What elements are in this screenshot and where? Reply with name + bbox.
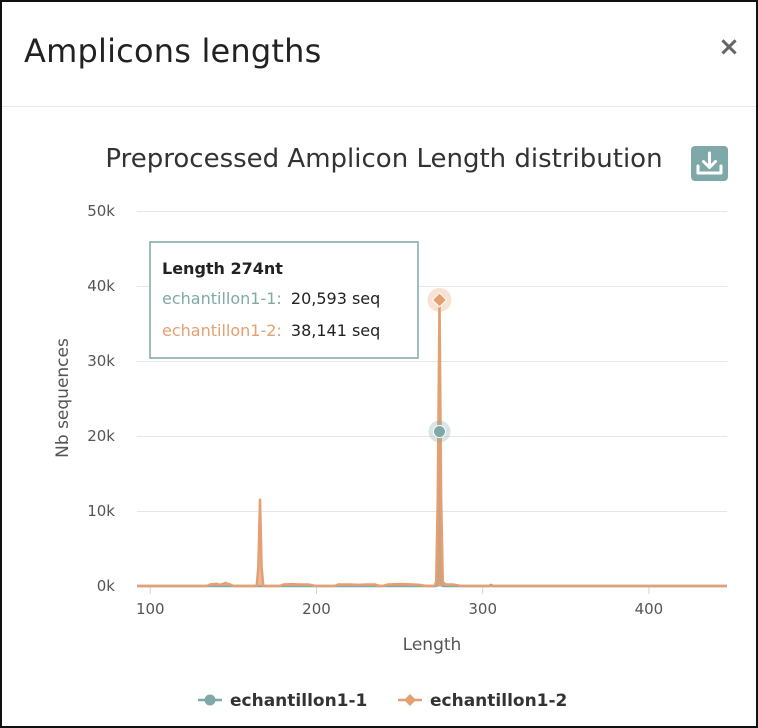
tooltip-title: Length 274nt — [162, 259, 283, 278]
legend-item-echantillon1-1[interactable]: echantillon1-1 — [198, 691, 367, 711]
modal-title: Amplicons lengths — [24, 32, 322, 70]
tooltip: Length 274nt echantillon1-1: 20,593 seq … — [149, 241, 419, 359]
tooltip-row-1-value: 20,593 seq — [291, 289, 380, 308]
legend: echantillon1-1 echantillon1-2 — [198, 691, 567, 711]
y-tick-label: 0k — [97, 577, 116, 595]
chart-title: Preprocessed Amplicon Length distributio… — [105, 144, 662, 174]
modal-header: Amplicons lengths × — [2, 2, 756, 107]
x-axis-title: Length — [403, 635, 462, 655]
y-tick-label: 50k — [87, 202, 115, 220]
tooltip-row-1: echantillon1-1: 20,593 seq — [162, 289, 380, 308]
legend-item-echantillon1-2[interactable]: echantillon1-2 — [398, 691, 567, 711]
legend-label[interactable]: echantillon1-2 — [430, 691, 567, 711]
legend-symbol-marker[interactable] — [204, 694, 216, 706]
tooltip-box — [149, 241, 419, 359]
x-tick-label: 100 — [136, 600, 165, 618]
series-area-echantillon1-1 — [137, 431, 727, 586]
y-tick-labels: 0k 10k 20k 30k 40k 50k — [87, 202, 115, 595]
x-tick-label: 400 — [635, 600, 664, 618]
tooltip-row-2: echantillon1-2: 38,141 seq — [162, 321, 380, 340]
x-tick-label: 200 — [302, 600, 331, 618]
hover-marker-series-1 — [432, 425, 446, 439]
tooltip-row-2-value: 38,141 seq — [291, 321, 380, 340]
y-tick-label: 10k — [87, 502, 115, 520]
y-tick-label: 40k — [87, 277, 115, 295]
legend-label[interactable]: echantillon1-1 — [230, 691, 367, 711]
x-tick-label: 300 — [468, 600, 497, 618]
series-layer — [137, 298, 727, 588]
y-tick-label: 30k — [87, 352, 115, 370]
y-tick-label: 20k — [87, 427, 115, 445]
tooltip-row-1-series: echantillon1-1: — [162, 289, 282, 308]
download-button[interactable] — [691, 146, 728, 181]
legend-symbol-marker[interactable] — [404, 694, 416, 706]
tooltip-row-2-series: echantillon1-2: — [162, 321, 282, 340]
hover-marker-series-2 — [431, 292, 448, 308]
x-tick-labels: 100 200 300 400 — [136, 586, 663, 618]
y-axis-title: Nb sequences — [53, 338, 73, 458]
download-icon-tray[interactable] — [696, 164, 723, 175]
series-line-echantillon1-1 — [137, 430, 727, 588]
close-icon[interactable]: × — [718, 32, 740, 62]
download-icon[interactable] — [696, 151, 723, 175]
series-line-echantillon1-2 — [137, 298, 727, 588]
hover-markers — [427, 287, 452, 443]
y-grid — [137, 211, 727, 512]
download-icon-arrow-head[interactable] — [702, 160, 717, 169]
